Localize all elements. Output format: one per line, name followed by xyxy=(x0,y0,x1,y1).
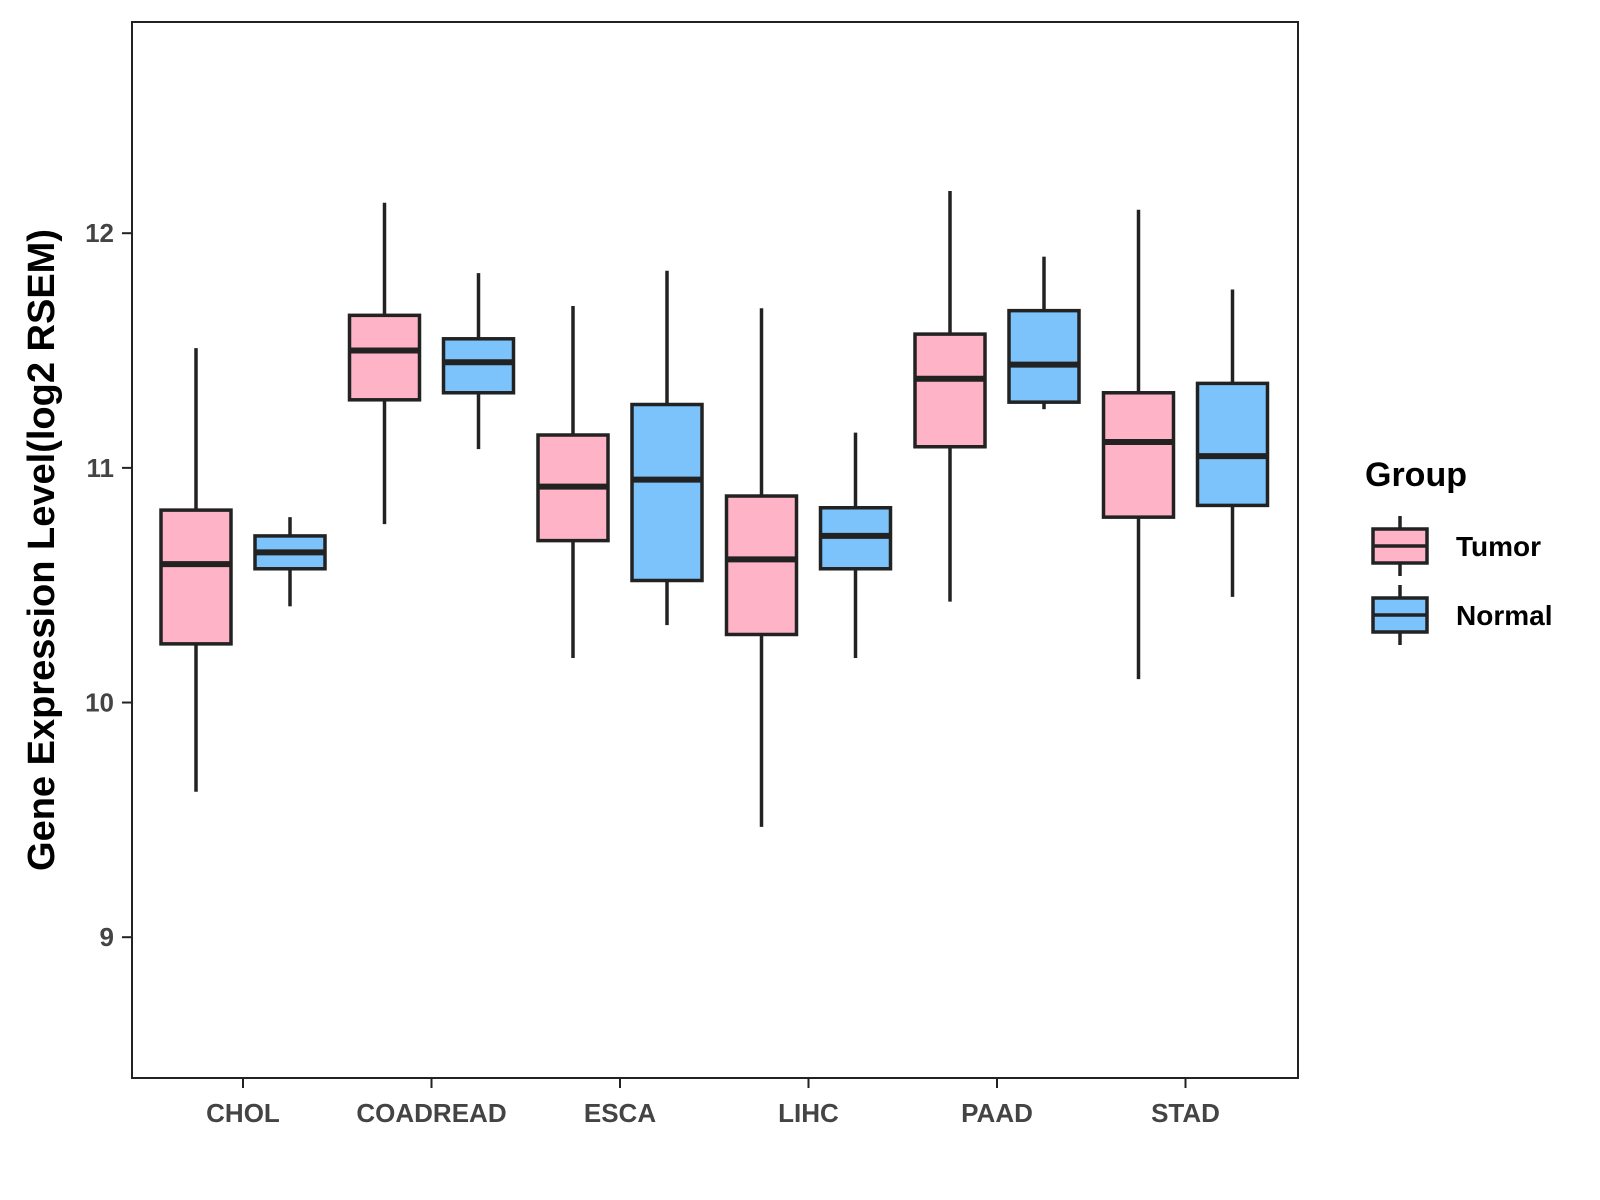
box-normal-coadread xyxy=(441,273,516,450)
x-axis: CHOL COADREAD ESCA LIHC PAAD STAD xyxy=(206,1078,1220,1128)
legend-title: Group xyxy=(1365,456,1467,494)
iqr-box xyxy=(441,337,516,395)
legend: Group Tumor Normal xyxy=(1365,456,1552,645)
legend-key-tumor xyxy=(1371,516,1429,576)
iqr-box xyxy=(1007,308,1081,404)
box-normal-paad xyxy=(1007,256,1081,410)
x-tick-label: COADREAD xyxy=(356,1098,506,1128)
box-tumor-coadread xyxy=(347,202,422,525)
x-tick-label: STAD xyxy=(1151,1098,1220,1128)
x-tick-label: LIHC xyxy=(778,1098,839,1128)
iqr-box xyxy=(1101,391,1176,519)
y-tick-label: 11 xyxy=(87,453,115,483)
iqr-box xyxy=(913,332,987,449)
y-axis: 9 10 11 12 xyxy=(85,218,132,952)
box-tumor-chol xyxy=(159,348,233,792)
y-tick-label: 9 xyxy=(100,922,114,952)
iqr-box xyxy=(159,508,233,646)
x-tick-label: CHOL xyxy=(206,1098,280,1128)
box-tumor-lihc xyxy=(724,308,799,827)
y-axis-title: Gene Expression Level(log2 RSEM) xyxy=(21,229,63,871)
box-tumor-paad xyxy=(913,190,987,602)
legend-key-normal xyxy=(1371,585,1429,645)
iqr-box xyxy=(347,313,422,402)
y-tick-label: 12 xyxy=(85,218,114,248)
box-normal-esca xyxy=(630,270,704,626)
iqr-box xyxy=(724,494,799,637)
legend-label-tumor: Tumor xyxy=(1456,531,1541,562)
x-tick-label: ESCA xyxy=(584,1098,656,1128)
x-tick-label: PAAD xyxy=(961,1098,1033,1128)
box-tumor-stad xyxy=(1101,209,1176,680)
box-tumor-esca xyxy=(536,305,610,658)
y-tick-label: 10 xyxy=(85,688,114,718)
legend-label-normal: Normal xyxy=(1456,600,1552,631)
iqr-box xyxy=(1195,381,1270,508)
box-normal-stad xyxy=(1195,289,1270,597)
box-series-group xyxy=(159,190,1270,827)
iqr-box xyxy=(630,402,704,583)
box-normal-lihc xyxy=(818,432,893,658)
box-normal-chol xyxy=(253,517,327,607)
